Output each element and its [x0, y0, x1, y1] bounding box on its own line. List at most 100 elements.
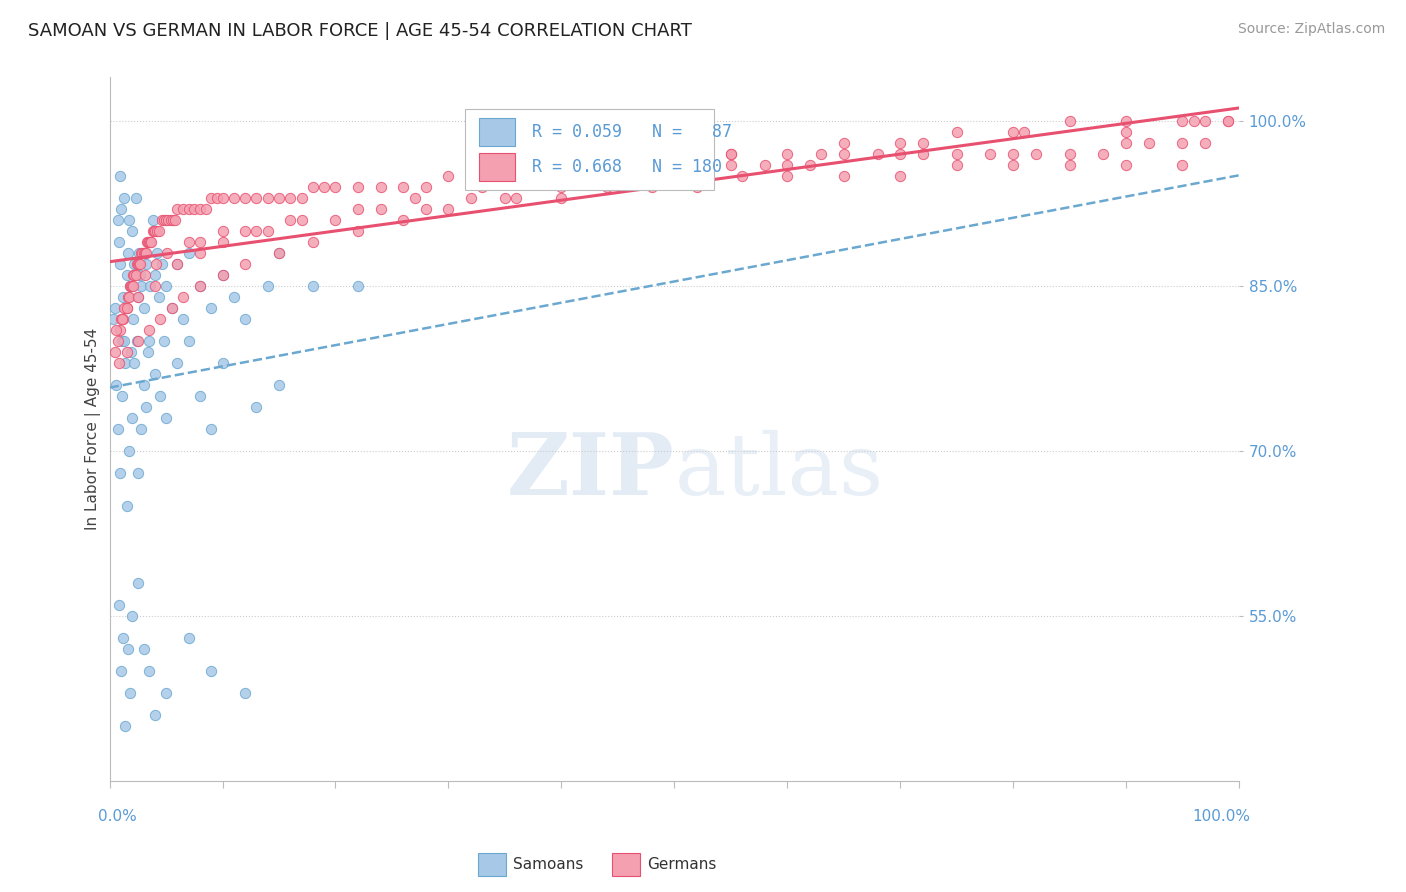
Point: [245, 191, 267, 205]
Point: [143, 268, 166, 283]
Text: atlas: atlas: [675, 430, 883, 513]
Point: [194, 202, 217, 217]
Point: [143, 279, 166, 293]
Point: [142, 224, 165, 238]
Point: [132, 642, 155, 657]
Point: [128, 257, 150, 271]
Point: [143, 708, 166, 723]
Point: [866, 147, 889, 161]
Point: [149, 389, 172, 403]
Point: [127, 290, 149, 304]
Point: [177, 202, 200, 217]
Point: [117, 290, 139, 304]
Point: [148, 224, 170, 238]
Point: [150, 213, 173, 227]
Point: [127, 466, 149, 480]
Point: [125, 334, 148, 349]
Point: [135, 235, 157, 250]
Point: [776, 169, 799, 184]
Point: [1059, 158, 1081, 172]
Point: [641, 180, 664, 194]
Point: [155, 411, 177, 425]
Text: 0.0%: 0.0%: [98, 809, 138, 824]
Point: [720, 147, 742, 161]
Point: [211, 191, 233, 205]
Point: [583, 169, 606, 184]
Point: [134, 246, 156, 260]
Point: [141, 213, 163, 227]
Point: [114, 301, 136, 316]
Point: [527, 169, 550, 184]
Point: [139, 279, 162, 293]
Point: [121, 279, 143, 293]
Point: [494, 169, 516, 184]
Point: [111, 312, 134, 326]
Point: [686, 180, 709, 194]
Point: [460, 169, 482, 184]
Point: [188, 202, 211, 217]
Point: [1025, 147, 1047, 161]
Point: [1171, 114, 1194, 128]
Text: SAMOAN VS GERMAN IN LABOR FORCE | AGE 45-54 CORRELATION CHART: SAMOAN VS GERMAN IN LABOR FORCE | AGE 45…: [28, 22, 692, 40]
Point: [664, 158, 686, 172]
Point: [107, 334, 129, 349]
Point: [911, 136, 934, 151]
Point: [233, 257, 256, 271]
Point: [135, 257, 157, 271]
Point: [132, 246, 155, 260]
Point: [124, 356, 146, 370]
Point: [121, 224, 143, 238]
Text: Germans: Germans: [647, 857, 716, 871]
Point: [1194, 136, 1216, 151]
Point: [127, 290, 149, 304]
Point: [245, 224, 267, 238]
Point: [415, 202, 437, 217]
Point: [302, 235, 325, 250]
Point: [550, 191, 572, 205]
Point: [291, 213, 314, 227]
Point: [1115, 125, 1137, 139]
Point: [1092, 147, 1115, 161]
Point: [112, 290, 135, 304]
Point: [889, 169, 911, 184]
Point: [1002, 147, 1025, 161]
Point: [172, 312, 194, 326]
Point: [108, 466, 131, 480]
Point: [166, 202, 188, 217]
Point: [121, 411, 143, 425]
Point: [157, 213, 180, 227]
Point: [128, 246, 150, 260]
Point: [1115, 114, 1137, 128]
Point: [1014, 125, 1036, 139]
Point: [120, 345, 142, 359]
Point: [145, 257, 167, 271]
Point: [138, 323, 160, 337]
Point: [138, 235, 160, 250]
Point: [156, 246, 179, 260]
Point: [278, 213, 301, 227]
Point: [115, 345, 138, 359]
Point: [138, 334, 160, 349]
Point: [347, 224, 370, 238]
Point: [325, 213, 347, 227]
Point: [118, 279, 141, 293]
Point: [139, 235, 162, 250]
Point: [114, 719, 136, 733]
Point: [810, 147, 832, 161]
Point: [799, 158, 821, 172]
Point: [205, 191, 228, 205]
Point: [471, 180, 494, 194]
Point: [211, 268, 233, 283]
Point: [118, 290, 141, 304]
Point: [267, 378, 290, 392]
Point: [1171, 136, 1194, 151]
Point: [505, 191, 527, 205]
Point: [132, 301, 155, 316]
Point: [1216, 114, 1239, 128]
Point: [127, 576, 149, 591]
Text: Samoans: Samoans: [513, 857, 583, 871]
Point: [122, 268, 145, 283]
Point: [731, 169, 754, 184]
Point: [127, 334, 149, 349]
Point: [211, 268, 233, 283]
